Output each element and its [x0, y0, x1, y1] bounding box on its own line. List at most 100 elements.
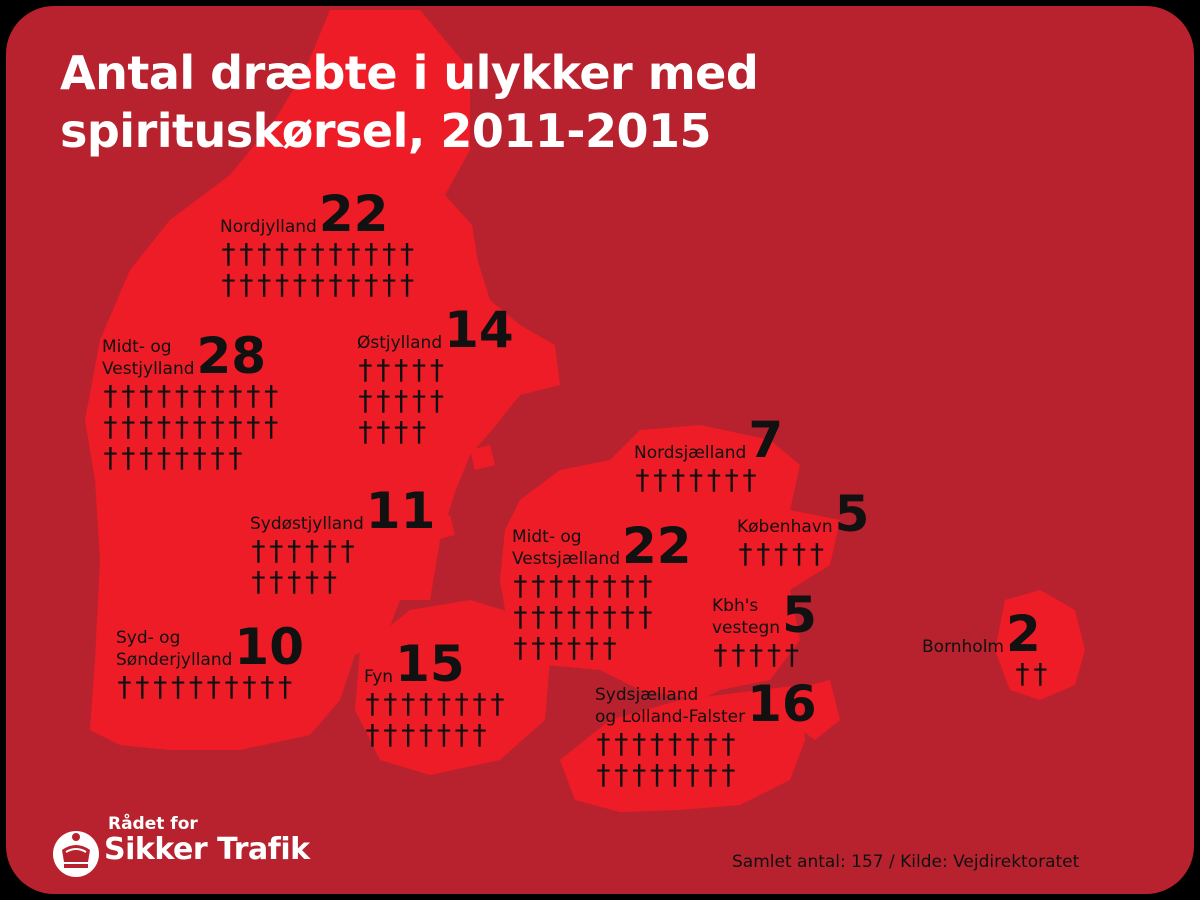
cross-icon: †: [119, 379, 138, 412]
cross-icon: †: [428, 353, 447, 386]
cross-icon: †: [309, 268, 328, 301]
mon-landmass: [790, 680, 840, 740]
cross-icon: †: [381, 718, 400, 751]
cross-icon: †: [666, 727, 685, 760]
cross-icon: †: [327, 268, 346, 301]
cross-icon: †: [102, 441, 120, 474]
cross-icon: †: [362, 237, 381, 270]
cross-icon: †: [276, 670, 295, 703]
cross-icon: †: [702, 758, 721, 791]
region-header: København5: [737, 485, 870, 543]
region-header: Bornholm2: [922, 609, 1050, 659]
cross-icon: †: [191, 410, 210, 443]
region-count: 5: [782, 586, 817, 644]
cross-icon: †: [428, 384, 447, 417]
cross-icon: †: [630, 758, 649, 791]
cross-icon: †: [345, 237, 363, 270]
cross-icon: †: [191, 441, 210, 474]
region-sydsjaelland-lolland-falster: Sydsjælland og Lolland-Falster16 ††††††††…: [595, 675, 817, 790]
region-fyn: Fyn15 †††††††† †††††††: [364, 639, 507, 750]
cross-icon: †: [262, 410, 281, 443]
cross-icon: †: [380, 237, 399, 270]
cross-icon: †: [471, 687, 490, 720]
cross-icon: †: [651, 463, 670, 496]
cross-icon: †: [374, 384, 393, 417]
region-label-line: Sydøstjylland: [250, 514, 364, 534]
region-header: Kbh's vestegn5: [712, 586, 817, 644]
region-bornholm: Bornholm2 ††: [922, 609, 1050, 689]
cross-row: ††††††††: [595, 759, 817, 790]
title-line-2: spirituskørsel, 2011-2015: [60, 104, 712, 158]
fyn-landmass: [355, 600, 550, 775]
cross-icon: †: [102, 410, 120, 443]
region-header: Sydsjælland og Lolland-Falster16: [595, 675, 817, 733]
cross-icon: †: [765, 638, 784, 671]
cross-icon: †: [173, 441, 192, 474]
region-label-line: Midt- og: [102, 337, 172, 357]
cross-icon: †: [357, 353, 375, 386]
cross-icon: †: [220, 268, 238, 301]
cross-icon: †: [227, 410, 245, 443]
title-line-1: Antal dræbte i ulykker med: [60, 46, 759, 100]
region-count: 16: [747, 675, 817, 733]
bornholm-landmass: [995, 590, 1085, 700]
cross-icon: †: [417, 687, 436, 720]
cross-icon: †: [285, 565, 304, 598]
region-label: Kbh's vestegn: [712, 595, 780, 639]
region-label-line: Sønderjylland: [116, 650, 233, 670]
cross-icon: †: [453, 718, 472, 751]
cross-icon: †: [191, 379, 210, 412]
cross-rows: †††††† †††††: [250, 535, 435, 597]
region-label: Nordsjælland: [634, 442, 746, 464]
footer-source: Samlet antal: 157 / Kilde: Vejdirektorat…: [732, 852, 1080, 872]
cross-row: †††††: [357, 385, 514, 416]
cross-icon: †: [155, 441, 174, 474]
region-midt-vestsjaelland: Midt- og Vestsjælland22 †††††††† †††††††† †…: [512, 521, 692, 664]
region-count: 7: [748, 411, 784, 469]
cross-icon: †: [237, 237, 256, 270]
cross-icon: †: [255, 268, 274, 301]
region-midt-vestjylland: Midt- og Vestjylland28 †††††††††† ††††††††…: [102, 331, 281, 474]
cross-icon: †: [601, 631, 620, 664]
cross-icon: †: [512, 600, 530, 633]
region-count: 22: [318, 185, 389, 243]
region-label-line: Vestjylland: [102, 359, 195, 379]
cross-icon: †: [684, 758, 703, 791]
region-count: 5: [834, 485, 870, 543]
cross-icon: †: [255, 237, 274, 270]
region-count: 14: [444, 301, 514, 359]
logo-line-2: Sikker Trafik: [104, 832, 310, 867]
cross-icon: †: [399, 718, 418, 751]
cross-icon: †: [345, 268, 363, 301]
cross-icon: †: [666, 758, 685, 791]
cross-icon: †: [137, 379, 156, 412]
cross-icon: †: [720, 758, 738, 791]
cross-icon: †: [565, 631, 584, 664]
cross-row: †††††††††††: [220, 238, 416, 269]
cross-icon: †: [808, 537, 827, 570]
cross-icon: †: [565, 600, 584, 633]
cross-icon: †: [250, 565, 268, 598]
cross-icon: †: [364, 718, 382, 751]
cross-icon: †: [209, 410, 228, 443]
cross-rows: ††: [922, 658, 1050, 689]
cross-icon: †: [398, 237, 417, 270]
cross-icon: †: [362, 268, 381, 301]
region-label: Midt- og Vestsjælland: [512, 526, 620, 570]
cross-icon: †: [321, 534, 340, 567]
cross-icon: †: [357, 384, 375, 417]
region-ostjylland: Østjylland14 ††††† ††††† ††††: [357, 301, 514, 447]
cross-icon: †: [116, 670, 134, 703]
cross-icon: †: [258, 670, 277, 703]
cross-icon: †: [737, 537, 755, 570]
region-label-line: Vestsjælland: [512, 549, 620, 569]
cross-row: ††††: [357, 416, 514, 447]
cross-icon: †: [209, 441, 228, 474]
region-label-line: Syd- og: [116, 628, 181, 648]
cross-icon: †: [512, 631, 530, 664]
cross-row: †††††: [737, 538, 869, 569]
region-syd-sonderjylland: Syd- og Sønderjylland10 ††††††††††: [116, 622, 304, 703]
cross-row: †††††††: [364, 719, 507, 750]
cross-icon: †: [630, 727, 649, 760]
region-label: Østjylland: [357, 332, 442, 354]
